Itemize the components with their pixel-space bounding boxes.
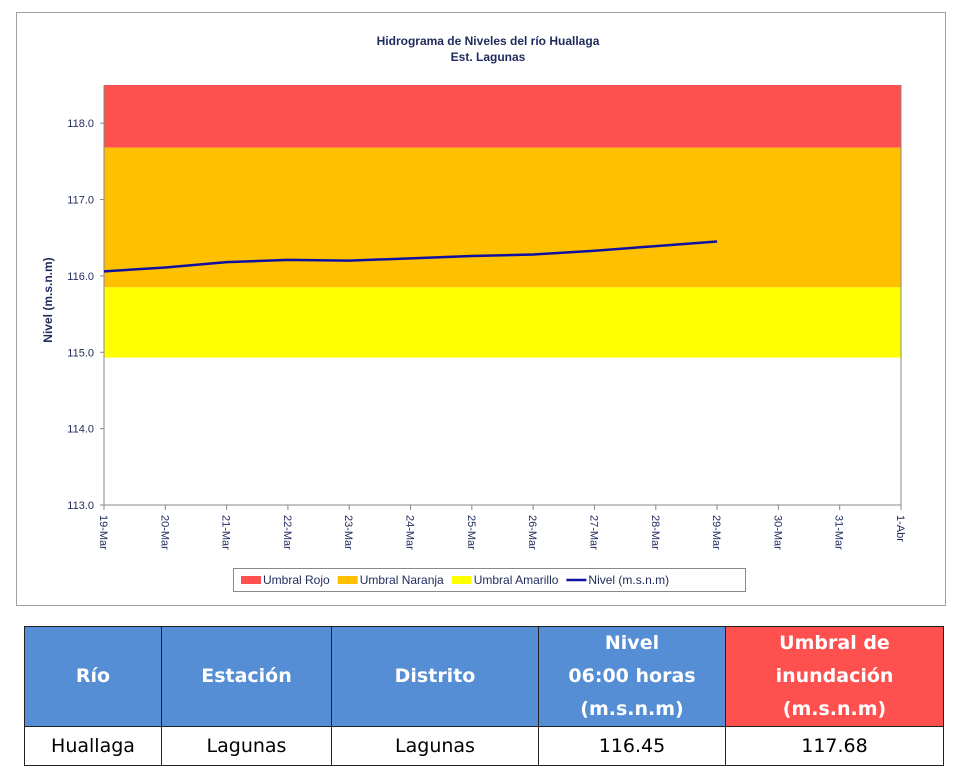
x-tick-label: 27-Mar — [587, 515, 599, 550]
x-tick-label: 21-Mar — [220, 515, 232, 550]
cell: Lagunas — [161, 726, 332, 766]
header-row: Río Estación Distrito Nivel 06:00 horas (m.… — [24, 626, 944, 727]
y-tick-label: 113.0 — [67, 500, 94, 512]
y-tick-label: 115.0 — [67, 347, 94, 359]
legend-swatch — [451, 576, 472, 584]
x-tick-label: 22-Mar — [281, 515, 293, 550]
header-cell: Nivel 06:00 horas (m.s.n.m) — [538, 626, 726, 727]
y-tick-label: 116.0 — [67, 271, 94, 283]
legend-swatch — [337, 576, 358, 584]
header-cell: Distrito — [331, 626, 539, 727]
legend-box — [233, 568, 746, 592]
x-tick-label: 31-Mar — [833, 515, 845, 550]
x-tick-label: 28-Mar — [649, 515, 661, 550]
chart-subtitle: Est. Lagunas — [451, 50, 526, 64]
cell: 117.68 — [725, 726, 944, 766]
x-tick-label: 1-Abr — [894, 515, 906, 542]
data-row: Huallaga Lagunas Lagunas 116.45 117.68 — [24, 726, 944, 766]
x-tick-label: 26-Mar — [526, 515, 538, 550]
legend-label: Umbral Rojo — [263, 573, 330, 587]
y-tick-label: 118.0 — [67, 118, 94, 130]
threshold-band — [104, 287, 901, 358]
threshold-band — [104, 147, 901, 288]
x-tick-label: 30-Mar — [771, 515, 783, 550]
y-tick-label: 117.0 — [67, 195, 94, 207]
x-tick-label: 20-Mar — [158, 515, 170, 550]
header-cell: Estación — [161, 626, 332, 727]
line-series — [103, 240, 718, 273]
legend-label: Nivel (m.s.n.m) — [588, 573, 669, 587]
legend-swatch — [241, 576, 261, 584]
legend-label: Umbral Naranja — [360, 573, 444, 587]
cell: 116.45 — [538, 726, 726, 766]
legend-label: Umbral Amarillo — [474, 573, 559, 587]
x-tick-label: 25-Mar — [465, 515, 477, 550]
y-axis-label: Nivel (m.s.n.m) — [41, 257, 55, 342]
chart-title: Hidrograma de Niveles del río Huallaga — [377, 34, 600, 48]
threshold-band — [104, 85, 901, 148]
x-tick-label: 29-Mar — [710, 515, 722, 550]
x-tick-label: 24-Mar — [404, 515, 416, 550]
x-tick-label: 23-Mar — [342, 515, 354, 550]
table: Río Estación Distrito Nivel 06:00 horas (m.… — [24, 626, 944, 766]
y-tick-label: 114.0 — [67, 424, 94, 436]
cell: Lagunas — [331, 726, 539, 766]
chart: Hidrograma de Niveles del río Huallaga E… — [16, 12, 946, 606]
x-tick-label: 19-Mar — [97, 515, 109, 550]
header-cell: Umbral de inundación (m.s.n.m) — [725, 626, 944, 727]
cell: Huallaga — [24, 726, 162, 766]
header-cell: Río — [24, 626, 162, 727]
